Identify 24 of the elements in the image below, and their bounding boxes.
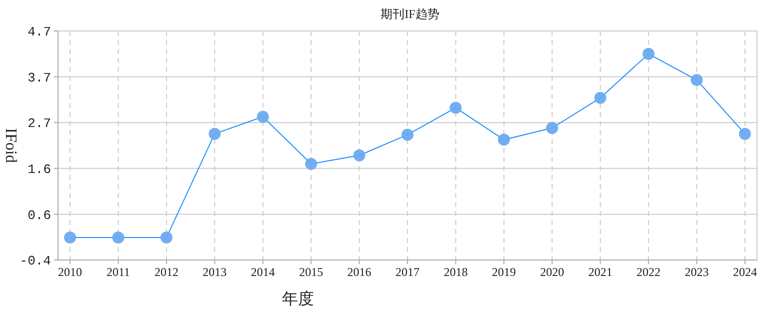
x-tick-label: 2023 [684, 265, 709, 279]
chart-title: 期刊IF趋势 [380, 7, 440, 21]
y-tick-label: 3.7 [28, 70, 51, 86]
y-tick-label: 0.6 [28, 208, 51, 223]
x-axis-title: 年度 [282, 290, 314, 308]
x-tick-label: 2019 [492, 265, 516, 279]
x-tick-label: 2015 [299, 265, 324, 279]
y-tick-label: 1.6 [28, 162, 51, 177]
x-tick-label: 2024 [732, 265, 757, 279]
x-tick-label: 2012 [154, 265, 178, 279]
x-tick-label: 2018 [444, 265, 468, 279]
y-tick-label: 4.7 [28, 24, 51, 40]
x-tick-label: 2020 [540, 265, 564, 279]
x-tick-label: 2010 [58, 265, 82, 279]
x-tick-label: 2013 [202, 265, 227, 279]
y-axis-title: IFoid [2, 128, 19, 163]
y-tick-label: -0.4 [20, 254, 52, 269]
x-tick-label: 2021 [588, 265, 612, 279]
x-tick-label: 2017 [396, 265, 420, 279]
x-tick-label: 2014 [250, 265, 275, 279]
x-tick-label: 2011 [106, 265, 130, 279]
x-tick-label: 2022 [636, 265, 661, 279]
y-tick-label: 2.7 [28, 116, 51, 132]
x-tick-label: 2016 [347, 265, 372, 279]
